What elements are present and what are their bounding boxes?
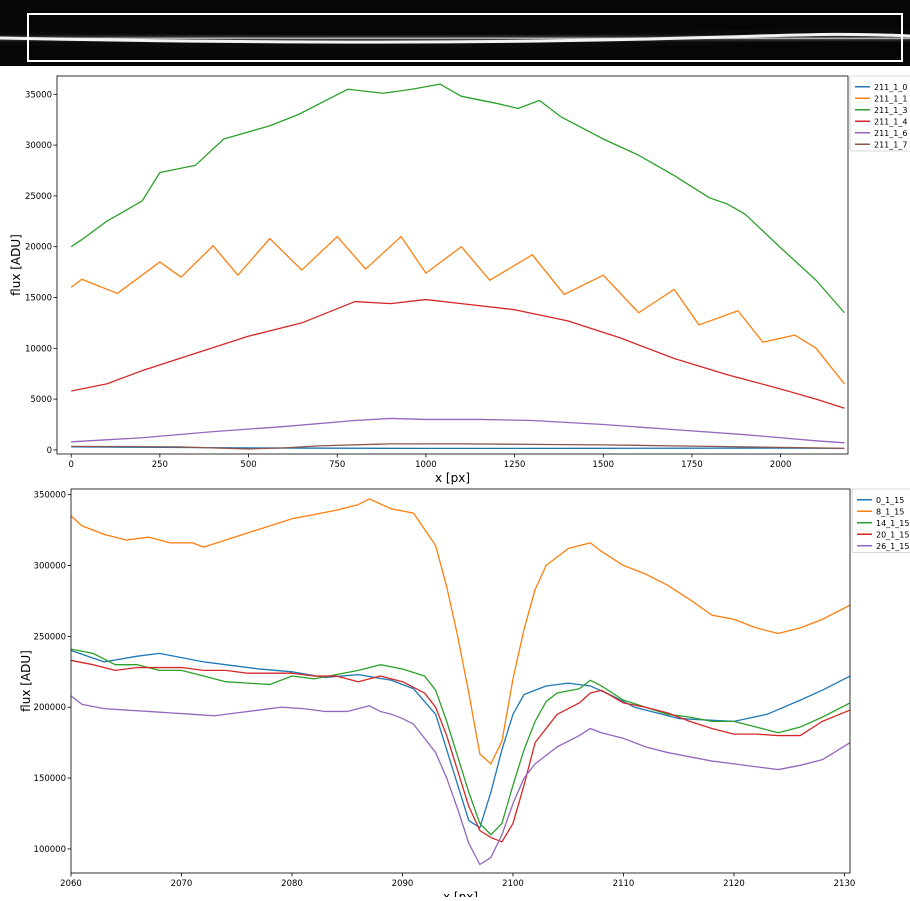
y-tick-label: 0: [47, 446, 52, 456]
legend-label-0_1_15: 0_1_15: [876, 496, 904, 505]
y-tick-label: 350000: [34, 491, 66, 501]
x-tick-label: 0: [68, 460, 73, 470]
top-line-chart: 0 250 500 750 1000 1250 1500 1750 20000500010000…: [9, 75, 910, 485]
series-line-211_1_7: [71, 443, 845, 450]
series-line-211_1_6: [71, 417, 845, 444]
y-axis-label: flux [ADU]: [19, 650, 33, 712]
legend-label-8_1_15: 8_1_15: [876, 507, 904, 516]
legend-box: [851, 488, 910, 553]
extraction-box: [27, 13, 903, 62]
axes-frame: [56, 75, 849, 455]
legend-label-20_1_15: 20_1_15: [876, 530, 909, 539]
y-tick-label: 15000: [25, 294, 52, 304]
x-tick-label: 2090: [392, 879, 414, 889]
series-line-14_1_15: [70, 648, 851, 836]
legend-label-211_1_4: 211_1_4: [874, 117, 907, 126]
y-tick-label: 20000: [25, 243, 52, 253]
spectrum-trace-core: [0, 32, 910, 44]
x-tick-label: 2060: [60, 879, 82, 889]
x-tick-label: 1500: [592, 460, 614, 470]
plot-area: [71, 489, 850, 873]
plot-area: [57, 76, 848, 454]
legend-label-211_1_0: 211_1_0: [874, 83, 907, 92]
x-tick-label: 2000: [770, 460, 792, 470]
legend-label-14_1_15: 14_1_15: [876, 519, 909, 528]
series-line-20_1_15: [70, 659, 851, 843]
x-tick-label: 2120: [723, 879, 745, 889]
y-tick-label: 250000: [34, 632, 66, 642]
series-line-8_1_15: [70, 498, 851, 765]
legend-label-211_1_3: 211_1_3: [874, 106, 907, 115]
x-tick-label: 2130: [834, 879, 856, 889]
x-tick-label: 1000: [415, 460, 437, 470]
series-line-211_1_4: [71, 298, 845, 409]
series-line-26_1_15: [70, 695, 851, 866]
y-tick-label: 10000: [25, 344, 52, 354]
x-tick-label: 750: [329, 460, 345, 470]
series-line-211_1_1: [70, 235, 845, 385]
series-line-0_1_15: [70, 649, 851, 829]
series-line-211_1_3: [70, 83, 845, 314]
legend-label-211_1_7: 211_1_7: [874, 140, 907, 149]
legend-label-211_1_1: 211_1_1: [874, 94, 907, 103]
bottom-line-chart: 2060 2070 2080 2090 2100 2110 2120 2130 100000 15…: [19, 488, 910, 901]
x-tick-label: 2110: [613, 879, 635, 889]
x-axis-label: x [px]: [435, 471, 470, 485]
x-tick-label: 1250: [504, 460, 526, 470]
x-tick-label: 1750: [681, 460, 703, 470]
axes-frame: [70, 488, 851, 874]
x-tick-label: 2070: [171, 879, 193, 889]
x-tick-label: 2080: [281, 879, 303, 889]
spectrum-strip-image: [0, 0, 910, 66]
legend-label-26_1_15: 26_1_15: [876, 542, 909, 551]
x-tick-label: 250: [152, 460, 168, 470]
x-tick-label: 2100: [502, 879, 524, 889]
y-tick-label: 200000: [34, 703, 66, 713]
y-tick-label: 35000: [25, 90, 52, 100]
y-tick-label: 150000: [34, 774, 66, 784]
x-tick-label: 500: [240, 460, 256, 470]
y-axis-label: flux [ADU]: [9, 234, 23, 296]
y-tick-label: 300000: [34, 562, 66, 572]
y-tick-label: 25000: [25, 192, 52, 202]
y-tick-label: 30000: [25, 141, 52, 151]
y-tick-label: 100000: [34, 845, 66, 855]
legend-label-211_1_6: 211_1_6: [874, 129, 907, 138]
x-axis-label: x [px]: [443, 890, 478, 897]
y-tick-label: 5000: [30, 395, 52, 405]
